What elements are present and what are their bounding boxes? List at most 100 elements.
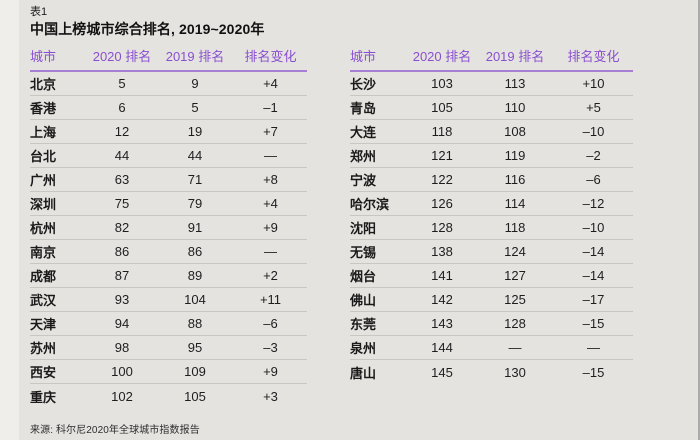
rank-2019-cell: 5 (191, 100, 199, 115)
rank-change-cell: –6 (263, 316, 278, 331)
ranking-table-right: 城市 2020 排名 2019 排名 排名变化 长沙 103 113 +10 青岛 105… (350, 48, 633, 408)
source-note: 来源: 科尔尼2020年全球城市指数报告 (30, 425, 200, 436)
rank-2019-cell: 128 (504, 316, 526, 331)
column-header-city: 城市 (350, 49, 377, 64)
city-cell: 西安 (30, 365, 57, 380)
city-cell: 杭州 (30, 221, 57, 236)
rank-2019-cell: 114 (504, 196, 526, 211)
rank-change-cell: +10 (582, 76, 605, 91)
city-cell: 青岛 (350, 101, 377, 116)
rank-2019-cell: 95 (187, 340, 203, 355)
city-cell: 大连 (350, 125, 377, 140)
rank-2019-cell: — (508, 340, 522, 355)
table-row: 唐山 145 130 –15 (350, 360, 633, 384)
rank-2020-cell: 144 (431, 340, 453, 355)
rank-change-cell: +5 (586, 100, 601, 115)
city-cell: 苏州 (30, 341, 57, 356)
rank-2019-cell: 89 (187, 268, 203, 283)
rank-2020-cell: 145 (431, 364, 453, 380)
column-header-rank-2020: 2020 排名 (412, 49, 472, 64)
city-cell: 东莞 (350, 317, 377, 332)
rank-2020-cell: 142 (431, 292, 453, 307)
rank-2020-cell: 63 (114, 172, 130, 187)
rank-2019-cell: 79 (187, 196, 203, 211)
rank-2019-cell: 86 (187, 244, 203, 259)
table-row: 青岛 105 110 +5 (350, 96, 633, 120)
rank-2020-cell: 141 (431, 268, 453, 283)
table-row: 广州 63 71 +8 (30, 168, 307, 192)
rank-change-cell: +2 (263, 268, 278, 283)
rank-change-cell: +3 (263, 388, 278, 404)
rank-2019-cell: 130 (504, 364, 526, 380)
rank-2019-cell: 88 (187, 316, 203, 331)
column-header-city: 城市 (30, 49, 57, 64)
table-row: 南京 86 86 — (30, 240, 307, 264)
rank-change-cell: — (264, 148, 277, 163)
city-cell: 成都 (30, 269, 57, 284)
rank-change-cell: +4 (263, 76, 278, 91)
rank-change-cell: +9 (263, 220, 278, 235)
rank-2019-cell: 118 (504, 220, 526, 235)
rank-2020-cell: 126 (431, 196, 453, 211)
rank-2020-cell: 94 (114, 316, 130, 331)
rank-2019-cell: 119 (504, 148, 526, 163)
rank-2019-cell: 124 (504, 244, 526, 259)
city-cell: 哈尔滨 (350, 197, 390, 212)
rank-2019-cell: 127 (504, 268, 526, 283)
rank-2019-cell: 108 (504, 124, 526, 139)
city-cell: 香港 (30, 101, 57, 116)
table-header-row: 城市 2020 排名 2019 排名 排名变化 (30, 48, 307, 72)
table-row: 无锡 138 124 –14 (350, 240, 633, 264)
table-row: 郑州 121 119 –2 (350, 144, 633, 168)
page-left-margin (0, 0, 19, 440)
table-row: 杭州 82 91 +9 (30, 216, 307, 240)
ranking-table-left: 城市 2020 排名 2019 排名 排名变化 北京 5 9 +4 香港 6 5 –1 上海 12… (30, 48, 307, 408)
rank-2020-cell: 143 (431, 316, 453, 331)
column-header-rank-change: 排名变化 (244, 49, 297, 64)
table-row: 北京 5 9 +4 (30, 72, 307, 96)
rank-2020-cell: 103 (431, 76, 453, 91)
city-cell: 北京 (30, 77, 57, 92)
rank-change-cell: –12 (582, 196, 605, 211)
table-row: 哈尔滨 126 114 –12 (350, 192, 633, 216)
rank-2019-cell: 71 (187, 172, 203, 187)
rank-2019-cell: 19 (187, 124, 203, 139)
rank-2019-cell: 116 (504, 172, 526, 187)
rank-2019-cell: 113 (504, 76, 526, 91)
table-row: 香港 6 5 –1 (30, 96, 307, 120)
table-row: 烟台 141 127 –14 (350, 264, 633, 288)
rank-change-cell: +8 (263, 172, 278, 187)
city-cell: 宁波 (350, 173, 377, 188)
rank-2020-cell: 12 (114, 124, 130, 139)
rank-2020-cell: 100 (111, 364, 133, 379)
rank-2019-cell: 105 (184, 388, 206, 404)
rank-2020-cell: 118 (431, 124, 453, 139)
rank-change-cell: –10 (582, 124, 605, 139)
rank-2020-cell: 98 (114, 340, 130, 355)
page-title: 中国上榜城市综合排名, 2019~2020年 (30, 21, 265, 37)
city-cell: 无锡 (350, 245, 377, 260)
rank-2020-cell: 86 (114, 244, 130, 259)
rank-change-cell: +9 (263, 364, 278, 379)
rank-2019-cell: 125 (504, 292, 526, 307)
page-right-edge (698, 0, 700, 440)
city-cell: 泉州 (350, 341, 377, 356)
city-cell: 烟台 (350, 269, 377, 284)
rank-2020-cell: 5 (118, 76, 126, 91)
rank-change-cell: –15 (582, 316, 605, 331)
rank-2020-cell: 87 (114, 268, 130, 283)
ranking-tables: 城市 2020 排名 2019 排名 排名变化 北京 5 9 +4 香港 6 5 –1 上海 12… (30, 48, 633, 408)
rank-2019-cell: 9 (191, 76, 199, 91)
rank-change-cell: –10 (582, 220, 605, 235)
rank-change-cell: –1 (263, 100, 278, 115)
column-header-rank-2019: 2019 排名 (165, 49, 225, 64)
table-row: 佛山 142 125 –17 (350, 288, 633, 312)
table-row: 东莞 143 128 –15 (350, 312, 633, 336)
rank-2020-cell: 122 (431, 172, 453, 187)
rank-change-cell: +4 (263, 196, 278, 211)
table-row: 成都 87 89 +2 (30, 264, 307, 288)
table-row: 武汉 93 104 +11 (30, 288, 307, 312)
city-cell: 唐山 (350, 365, 377, 381)
city-cell: 重庆 (30, 389, 57, 405)
column-header-rank-change: 排名变化 (567, 49, 620, 64)
